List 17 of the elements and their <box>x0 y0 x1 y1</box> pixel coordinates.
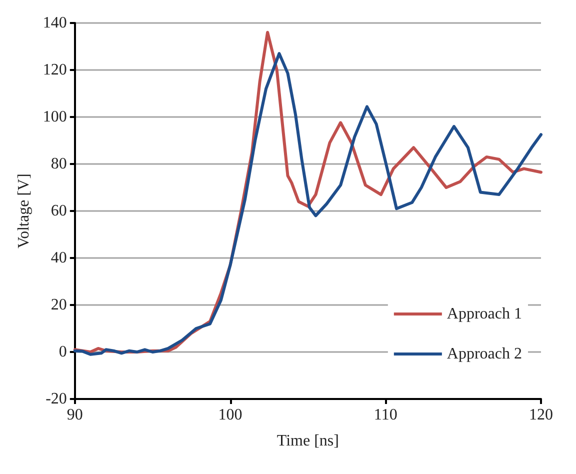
y-tick-label: 40 <box>50 250 67 266</box>
legend-label: Approach 2 <box>446 346 522 362</box>
y-tick-label: 140 <box>42 14 67 32</box>
x-tick-label: 90 <box>66 406 83 424</box>
x-tick-label: 110 <box>374 406 398 424</box>
y-tick-label: 120 <box>42 62 67 78</box>
x-axis-title: Time [ns] <box>276 432 339 450</box>
y-tick-label: 80 <box>50 156 67 172</box>
x-tick-label: 100 <box>218 406 242 424</box>
y-tick-label: 0 <box>58 344 67 360</box>
y-tick-label: -20 <box>46 390 67 408</box>
legend-label: Approach 1 <box>446 306 522 322</box>
x-tick-label: 120 <box>529 406 553 424</box>
y-tick-label: 20 <box>50 296 67 314</box>
y-tick-label: 100 <box>42 108 67 126</box>
y-tick-label: 60 <box>50 202 67 220</box>
y-axis-title: Voltage [V] <box>16 174 32 248</box>
